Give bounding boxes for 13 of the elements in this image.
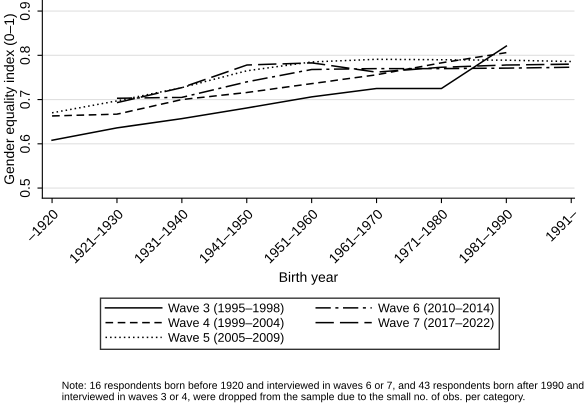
y-tick-label: 0.6 [20,134,30,153]
text: Note: 16 respondents born before 1920 and interviewed in waves 6 or 7, and 43 respondents born after 1990 and interviewed in waves 3 or 4, were dropped from the sample due to the small no. of obs. per category. [62,381,584,402]
y-axis-title: Gender equality index (0–1) [4,14,17,184]
legend-label: Wave 4 (1999–2004) [168,318,284,330]
y-tick-label: 0.8 [20,46,30,64]
y-tick-label: 0.5 [20,178,30,198]
legend-label: Wave 6 (2010–2014) [378,303,494,315]
legend-label: Wave 7 (2017–2022) [378,318,494,330]
y-tick-label: 0.7 [20,90,30,109]
y-tick-label: 0.9 [20,2,30,20]
legend-label: Wave 5 (2005–2009) [168,332,284,344]
legend-label: Wave 3 (1995–1998) [168,303,284,315]
x-axis-title: Birth year [280,272,338,285]
